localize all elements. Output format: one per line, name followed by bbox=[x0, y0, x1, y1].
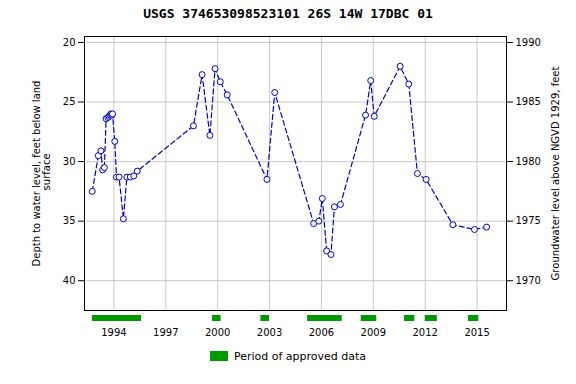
svg-text:2012: 2012 bbox=[412, 327, 437, 338]
svg-text:40: 40 bbox=[63, 275, 76, 286]
svg-text:Depth to water level, feet bel: Depth to water level, feet below land su… bbox=[31, 81, 52, 267]
svg-text:35: 35 bbox=[63, 215, 76, 226]
svg-text:2000: 2000 bbox=[205, 327, 230, 338]
svg-text:1970: 1970 bbox=[516, 275, 541, 286]
svg-text:25: 25 bbox=[63, 96, 76, 107]
svg-text:20: 20 bbox=[63, 37, 76, 48]
svg-text:2015: 2015 bbox=[464, 327, 489, 338]
svg-text:1975: 1975 bbox=[516, 215, 541, 226]
svg-text:1990: 1990 bbox=[516, 37, 541, 48]
svg-text:Groundwater level above NGVD 1: Groundwater level above NGVD 1929, feet bbox=[550, 67, 561, 281]
svg-text:30: 30 bbox=[63, 156, 76, 167]
svg-text:1997: 1997 bbox=[153, 327, 178, 338]
html-text:Period of approved data: Period of approved data bbox=[233, 349, 367, 363]
svg-text:1980: 1980 bbox=[516, 156, 541, 167]
svg-text:1994: 1994 bbox=[101, 327, 126, 338]
svg-text:1985: 1985 bbox=[516, 96, 541, 107]
svg-text:2006: 2006 bbox=[309, 327, 334, 338]
svg-text:2003: 2003 bbox=[257, 327, 282, 338]
svg-text:2009: 2009 bbox=[361, 327, 386, 338]
html-text:USGS 374653098523101 26S 14W 1: USGS 374653098523101 26S 14W 17DBC 01 bbox=[143, 6, 433, 21]
